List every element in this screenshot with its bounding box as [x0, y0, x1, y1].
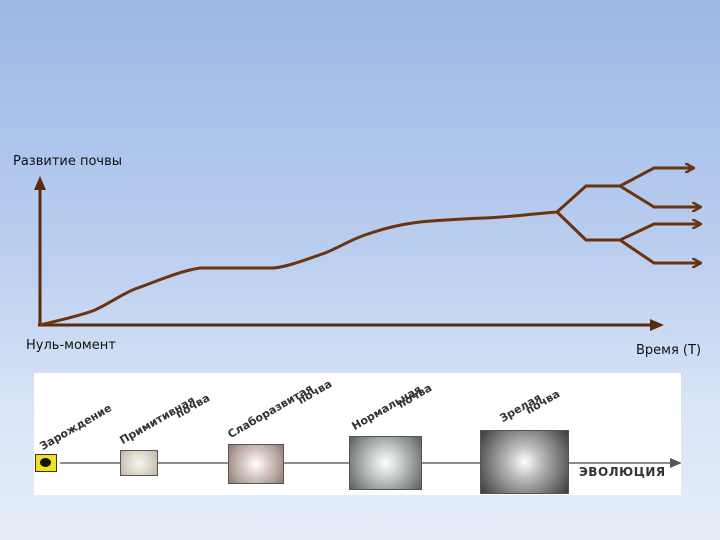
branch-2: [619, 184, 700, 207]
branch-lines: [555, 168, 700, 263]
branch-lower: [555, 210, 620, 242]
branch-1: [619, 168, 693, 188]
stage-box-primitive: [120, 450, 158, 476]
stage-box-underdeveloped: [228, 444, 284, 484]
branch-4: [619, 238, 700, 263]
x-axis-label: Время (Т): [636, 343, 702, 358]
stage-box-normal: [349, 436, 422, 490]
origin-label: Нуль-момент: [26, 338, 116, 353]
evolution-label: эволюция: [579, 465, 666, 479]
x-axis-arrowhead: [650, 319, 664, 331]
y-axis-label: Развитие почвы: [13, 154, 123, 169]
y-axis-arrowhead: [34, 176, 46, 190]
development-curve: [39, 210, 558, 327]
branch-upper: [555, 184, 620, 214]
stage-box-mature: [480, 430, 569, 494]
branch-3: [619, 224, 700, 242]
soil-evolution-stages-panel: Зарождение Примитивная почва Слаборазвит…: [34, 373, 681, 495]
stage-icon-origin: [35, 454, 57, 472]
